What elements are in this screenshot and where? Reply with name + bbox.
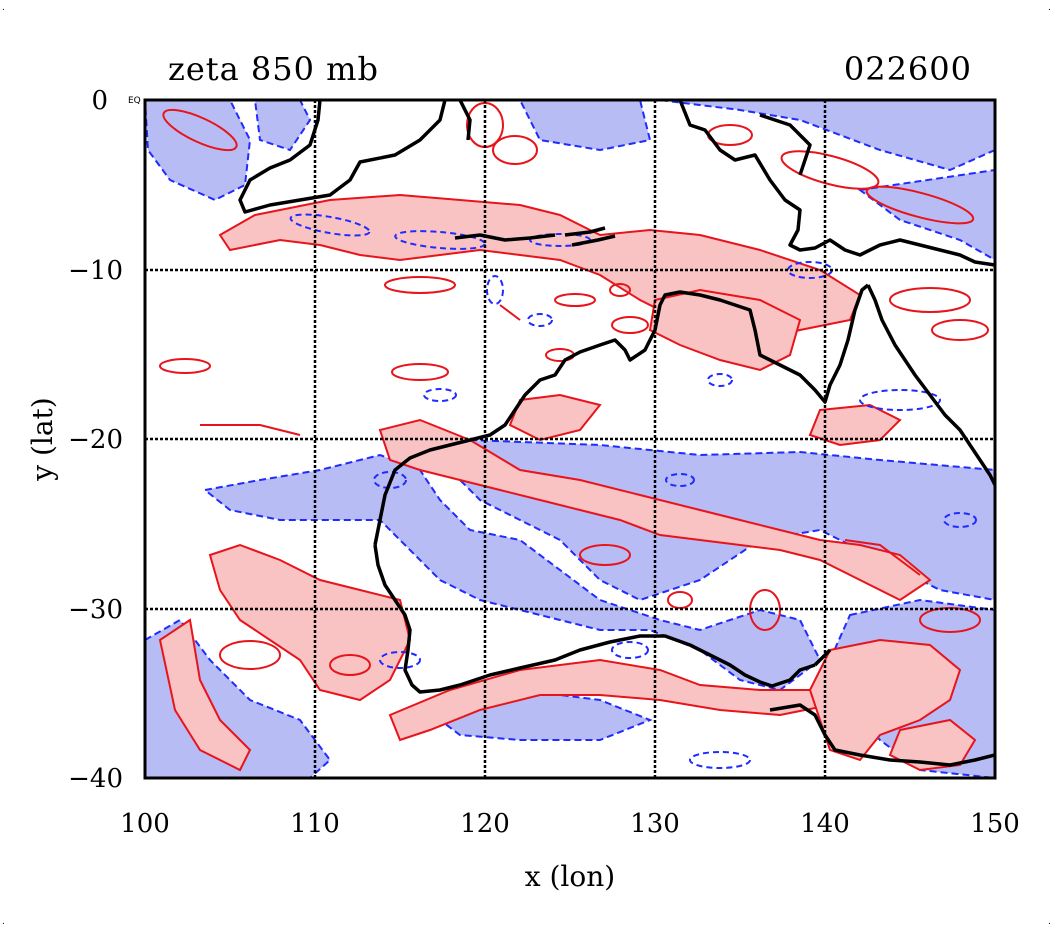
x-tick-label: 130 (630, 809, 680, 839)
corner-mark-tl: . (2, 3, 5, 13)
chart-title: zeta 850 mb (168, 50, 379, 88)
x-tick-label: 140 (800, 809, 850, 839)
y-tick-label: 0 (91, 86, 108, 116)
y-axis-label: y (lat) (26, 397, 59, 481)
corner-mark-br: . (1048, 917, 1051, 927)
plot-frame (143, 98, 997, 780)
x-tick-label: 100 (120, 809, 170, 839)
chart-timestamp: 022600 (844, 50, 972, 88)
y-tick-label: −10 (68, 256, 123, 286)
y-tick-label: −30 (68, 595, 123, 625)
y-tick-label: −40 (68, 764, 123, 794)
corner-mark-tr: . (1048, 3, 1051, 13)
x-axis-label: x (lon) (525, 860, 615, 893)
x-tick-label: 110 (290, 809, 340, 839)
coastline (238, 100, 995, 767)
equator-label: EQ (128, 96, 141, 106)
grid-lines (145, 100, 995, 778)
y-tick-label: −20 (68, 425, 123, 455)
plot-area (145, 100, 995, 778)
x-tick-label: 120 (460, 809, 510, 839)
corner-mark-bl: . (2, 917, 5, 927)
x-tick-label: 150 (970, 809, 1020, 839)
